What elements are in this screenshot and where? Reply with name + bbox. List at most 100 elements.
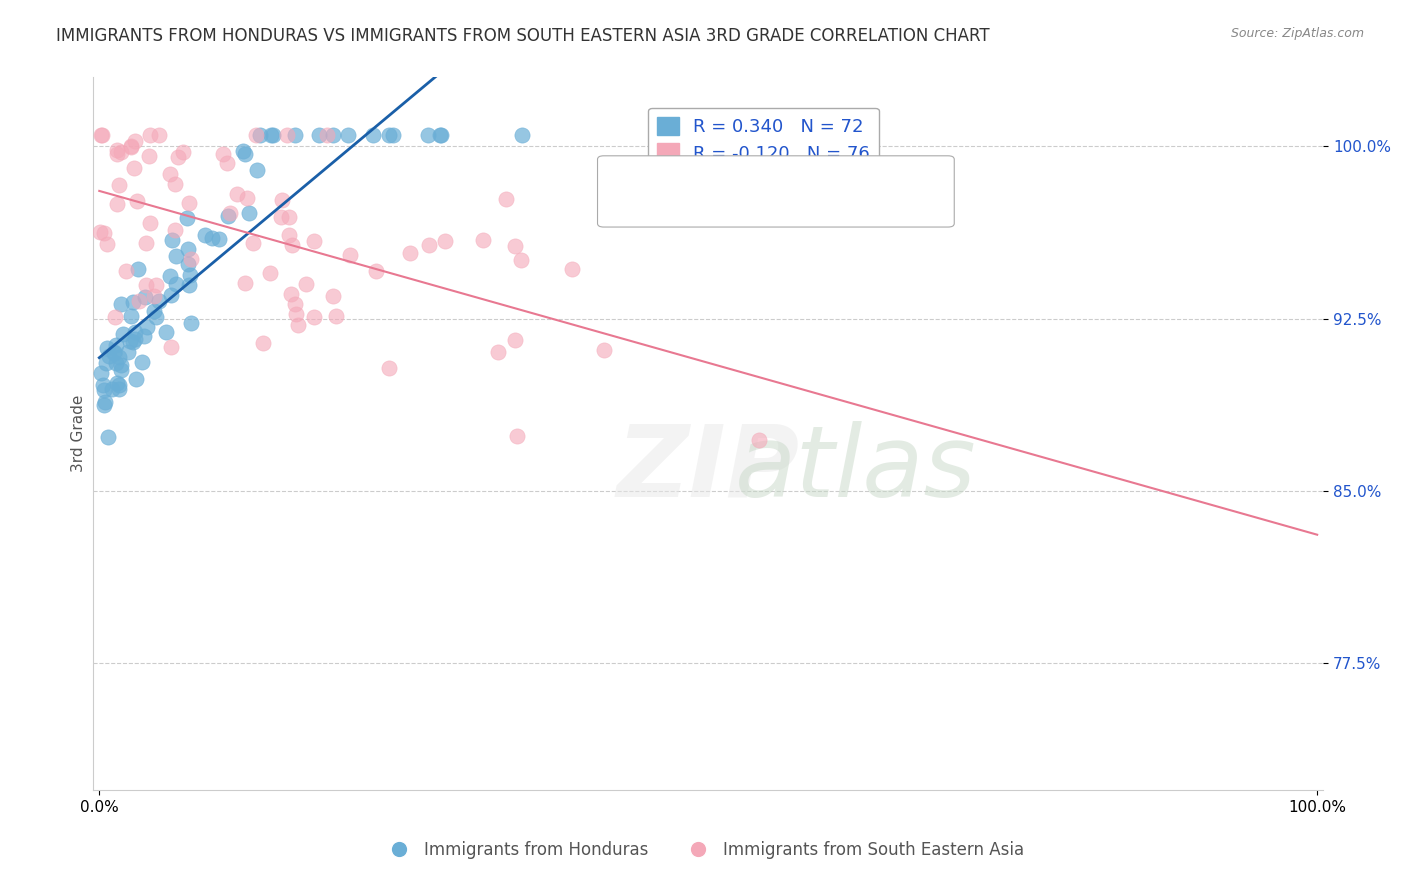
Point — [212, 146, 235, 161]
Point — [433, 235, 456, 249]
Point — [429, 128, 451, 142]
Point — [124, 135, 146, 149]
Point — [105, 143, 128, 157]
Point — [277, 228, 299, 243]
FancyBboxPatch shape — [598, 156, 955, 227]
Point — [165, 277, 187, 292]
Point — [148, 293, 170, 308]
Point — [510, 128, 533, 142]
Point — [101, 382, 124, 396]
Legend: Immigrants from Honduras, Immigrants from South Eastern Asia: Immigrants from Honduras, Immigrants fro… — [375, 835, 1031, 866]
Point — [208, 232, 231, 246]
Point — [177, 242, 200, 256]
Point — [110, 145, 132, 159]
Point — [125, 194, 148, 208]
Text: IMMIGRANTS FROM HONDURAS VS IMMIGRANTS FROM SOUTH EASTERN ASIA 3RD GRADE CORRELA: IMMIGRANTS FROM HONDURAS VS IMMIGRANTS F… — [56, 27, 990, 45]
Point — [91, 128, 114, 142]
Point — [159, 268, 181, 283]
Point — [96, 341, 118, 355]
Point — [284, 297, 307, 311]
Point — [139, 128, 162, 142]
Point — [398, 245, 420, 260]
Point — [120, 309, 142, 323]
Point — [381, 128, 404, 142]
Point — [166, 150, 188, 164]
Point — [163, 223, 186, 237]
Point — [177, 257, 200, 271]
Point — [108, 382, 131, 396]
Point — [322, 289, 344, 303]
Point — [159, 167, 181, 181]
Point — [108, 351, 131, 365]
Point — [103, 345, 125, 359]
Point — [94, 395, 117, 409]
Text: atlas: atlas — [735, 421, 977, 517]
Point — [503, 333, 526, 347]
Point — [110, 358, 132, 372]
Point — [179, 252, 201, 266]
Point — [259, 266, 281, 280]
Point — [271, 193, 294, 207]
Point — [159, 288, 181, 302]
Point — [127, 262, 149, 277]
Point — [302, 310, 325, 324]
Point — [89, 226, 111, 240]
Point — [246, 163, 269, 178]
Point — [361, 128, 384, 142]
Point — [98, 349, 121, 363]
Point — [325, 310, 347, 324]
Point — [96, 236, 118, 251]
Point — [277, 210, 299, 224]
Point — [110, 363, 132, 377]
Point — [160, 233, 183, 247]
Point — [138, 149, 160, 163]
Point — [315, 128, 337, 142]
Point — [135, 277, 157, 292]
Point — [108, 178, 131, 192]
Point — [121, 294, 143, 309]
Point — [287, 318, 309, 332]
Point — [260, 128, 283, 142]
Point — [429, 128, 451, 142]
Point — [132, 328, 155, 343]
Point — [281, 238, 304, 252]
Point — [148, 128, 170, 142]
Point — [418, 238, 440, 252]
Point — [142, 289, 165, 303]
Point — [217, 209, 239, 223]
Point — [503, 238, 526, 252]
Point — [200, 231, 222, 245]
Point — [177, 278, 200, 293]
Point — [495, 192, 517, 206]
Point — [236, 191, 259, 205]
Point — [232, 145, 254, 159]
Point — [103, 346, 125, 360]
Point — [176, 211, 198, 225]
Point — [262, 128, 284, 142]
Point — [233, 276, 256, 290]
Point — [270, 210, 292, 224]
Point — [104, 356, 127, 370]
Point — [120, 334, 142, 348]
Point — [165, 177, 187, 191]
Legend: R = 0.340   N = 72, R = -0.120   N = 76: R = 0.340 N = 72, R = -0.120 N = 76 — [648, 108, 879, 172]
Point — [124, 332, 146, 346]
Point — [122, 335, 145, 350]
Point — [284, 128, 307, 142]
Point — [304, 234, 326, 248]
Point — [172, 145, 194, 159]
Point — [128, 293, 150, 308]
Point — [97, 430, 120, 444]
Point — [364, 264, 387, 278]
Point — [336, 128, 359, 142]
Point — [117, 344, 139, 359]
Point — [179, 268, 201, 282]
Y-axis label: 3rd Grade: 3rd Grade — [72, 395, 86, 473]
Point — [165, 249, 187, 263]
Point — [280, 286, 302, 301]
Point — [276, 128, 298, 142]
Point — [91, 378, 114, 392]
Point — [145, 310, 167, 324]
Point — [93, 399, 115, 413]
Point — [104, 338, 127, 352]
